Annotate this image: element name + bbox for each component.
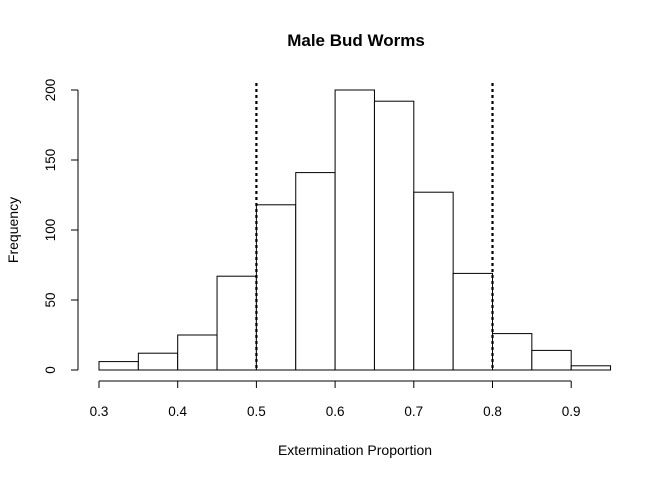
y-tick-label: 200 <box>43 79 58 102</box>
x-tick-label: 0.9 <box>562 404 581 419</box>
y-axis: 0 50 100 150 200 <box>43 79 79 374</box>
x-tick-label: 0.3 <box>90 404 109 419</box>
histogram-bar-1 <box>137 352 179 371</box>
x-tick-label: 0.4 <box>168 404 187 419</box>
histogram-bar-9 <box>452 272 493 371</box>
y-axis-label: Frequency <box>5 197 21 263</box>
x-tick-label: 0.5 <box>247 404 266 419</box>
x-axis: 0.3 0.4 0.5 0.6 0.7 0.8 0.9 <box>90 380 581 419</box>
histogram-bar-7 <box>373 100 415 371</box>
x-axis-label: Extermination Proportion <box>278 442 432 458</box>
histogram-bar-5 <box>295 172 336 371</box>
x-tick-label: 0.7 <box>404 404 423 419</box>
histogram-bar-12 <box>570 365 612 371</box>
histogram-bars <box>98 89 612 371</box>
histogram-bar-8 <box>413 191 454 371</box>
chart-title: Male Bud Worms <box>287 31 425 50</box>
y-tick-label: 0 <box>43 366 58 374</box>
histogram-bar-10 <box>492 333 533 371</box>
y-tick-label: 150 <box>43 149 58 172</box>
histogram-bar-11 <box>531 349 572 371</box>
y-tick-label: 50 <box>43 292 58 307</box>
histogram-bar-0 <box>98 361 139 371</box>
histogram-bar-6 <box>334 89 375 371</box>
x-tick-label: 0.6 <box>326 404 345 419</box>
y-tick-label: 100 <box>43 219 58 242</box>
histogram-bar-4 <box>255 204 297 371</box>
histogram-bar-2 <box>177 334 218 371</box>
histogram-bar-3 <box>216 275 257 371</box>
x-tick-label: 0.8 <box>483 404 502 419</box>
